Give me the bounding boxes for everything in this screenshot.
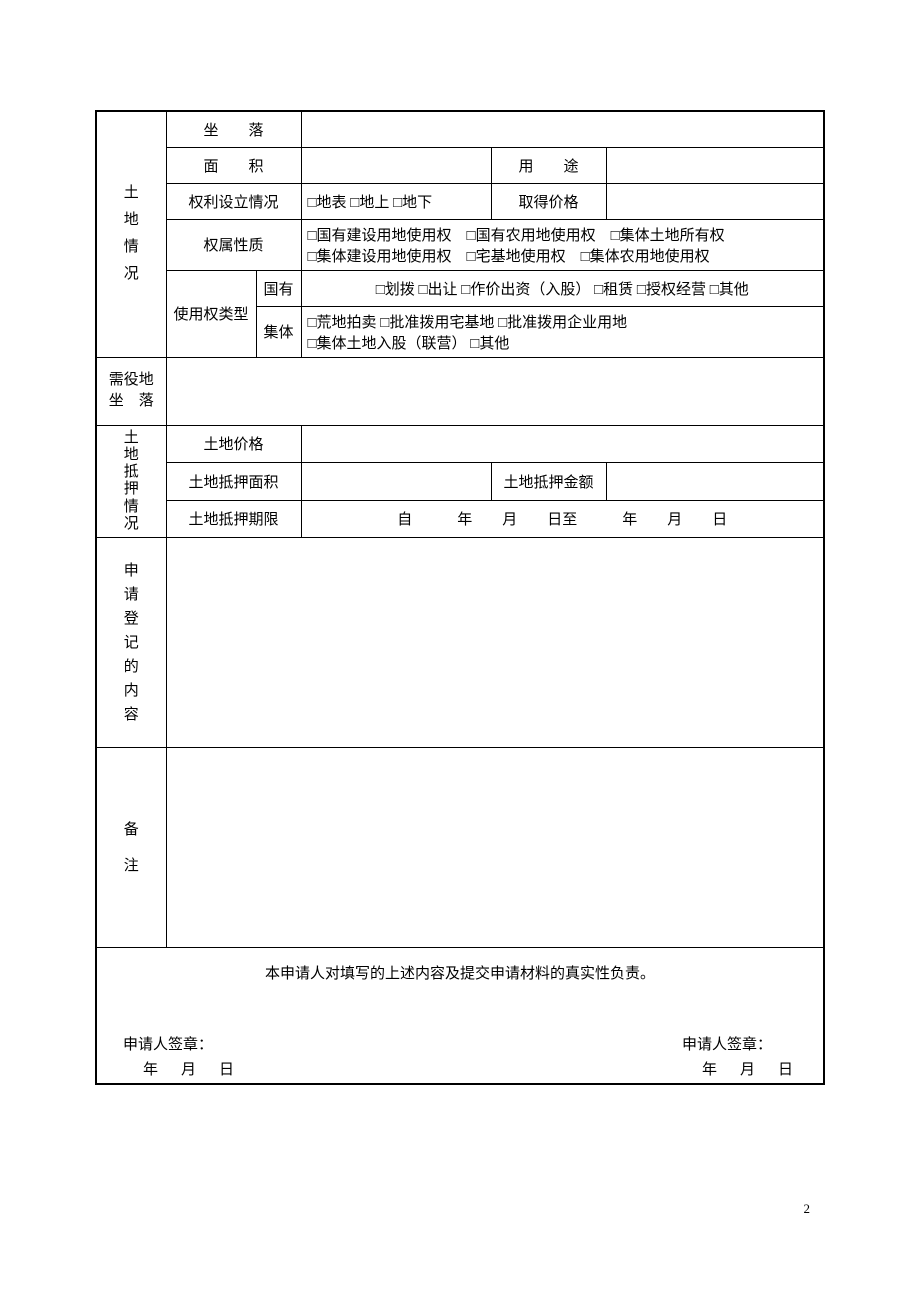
location-label: 坐 落 — [166, 111, 301, 147]
applicant-signature-left: 申请人签章： 年 月 日 — [123, 1033, 238, 1079]
application-content-value — [166, 538, 824, 748]
servient-value — [166, 357, 824, 425]
use-value — [606, 147, 824, 183]
mortgage-amount-label: 土地抵押金额 — [491, 463, 606, 501]
mortgage-area-value — [301, 463, 491, 501]
state-owned-options: □划拨 □出让 □作价出资（入股） □租赁 □授权经营 □其他 — [301, 270, 824, 306]
page-number: 2 — [804, 1201, 811, 1217]
mortgage-period-label: 土地抵押期限 — [166, 500, 301, 538]
declaration-box: 本申请人对填写的上述内容及提交申请材料的真实性负责。 申请人签章： 年 月 日 … — [96, 948, 824, 1085]
mortgage-price-label: 土地价格 — [166, 425, 301, 463]
acq-price-value — [606, 183, 824, 219]
mortgage-price-value — [301, 425, 824, 463]
acq-price-label: 取得价格 — [491, 183, 606, 219]
registration-form-table: 土 地 情 况 坐 落 面 积 用 途 权利设立情况 □地表 □地上 □地下 取… — [95, 110, 825, 1085]
state-owned-label: 国有 — [256, 270, 301, 306]
land-info-section-label: 土 地 情 况 — [96, 111, 166, 357]
ownership-nature-label: 权属性质 — [166, 219, 301, 270]
area-value — [301, 147, 491, 183]
collective-options: □荒地拍卖 □批准拨用宅基地 □批准拨用企业用地 □集体土地入股（联营） □其他 — [301, 306, 824, 357]
remarks-value — [166, 748, 824, 948]
mortgage-amount-value — [606, 463, 824, 501]
mortgage-period-value: 自 年 月 日至 年 月 日 — [301, 500, 824, 538]
area-label: 面 积 — [166, 147, 301, 183]
signature-row: 申请人签章： 年 月 日 申请人签章： 年 月 日 — [103, 1033, 817, 1079]
servient-label: 需役地 坐 落 — [96, 357, 166, 425]
application-content-label: 申 请 登 记 的 内 容 — [96, 538, 166, 748]
rights-est-label: 权利设立情况 — [166, 183, 301, 219]
mortgage-section-label: 土 地 抵 押 情 况 — [96, 425, 166, 538]
use-label: 用 途 — [491, 147, 606, 183]
applicant-signature-right: 申请人签章： 年 月 日 — [682, 1033, 797, 1079]
collective-label: 集体 — [256, 306, 301, 357]
mortgage-area-label: 土地抵押面积 — [166, 463, 301, 501]
remarks-label: 备 注 — [96, 748, 166, 948]
use-right-type-label: 使用权类型 — [166, 270, 256, 357]
ownership-nature-options: □国有建设用地使用权 □国有农用地使用权 □集体土地所有权 □集体建设用地使用权… — [301, 219, 824, 270]
rights-est-options: □地表 □地上 □地下 — [301, 183, 491, 219]
location-value — [301, 111, 824, 147]
declaration-text: 本申请人对填写的上述内容及提交申请材料的真实性负责。 — [103, 962, 817, 983]
